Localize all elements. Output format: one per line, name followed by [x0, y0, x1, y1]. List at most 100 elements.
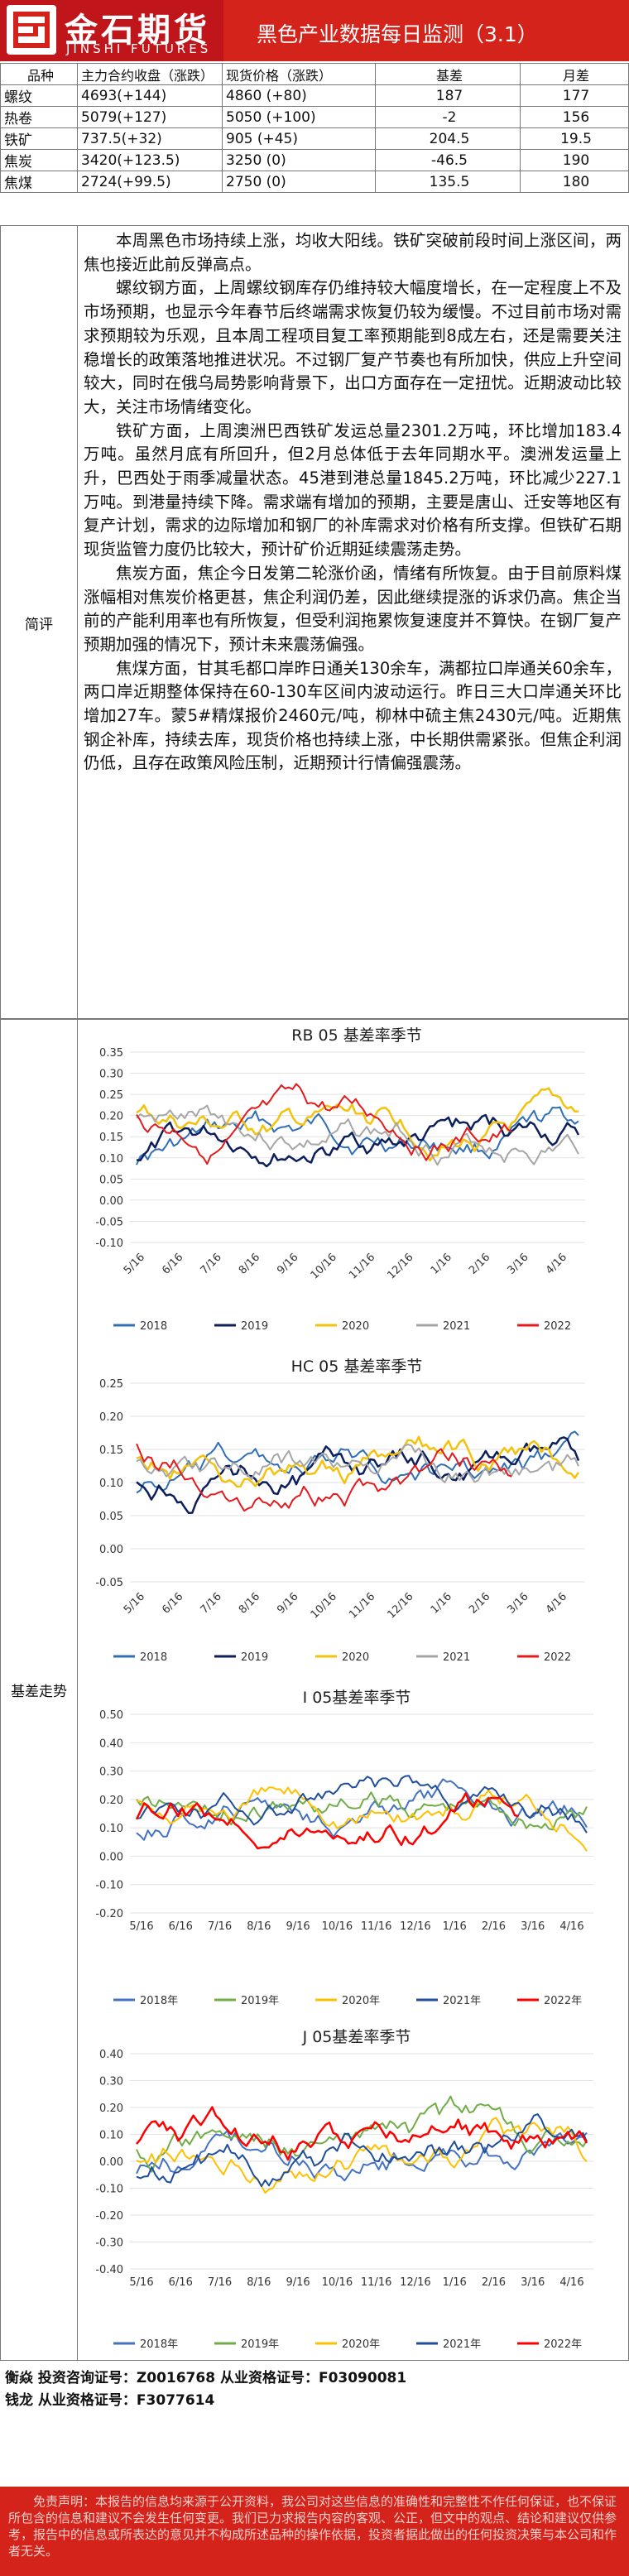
x-tick-label: 10/16 — [309, 1251, 339, 1281]
basis-cell: 135.5 — [375, 171, 521, 193]
x-tick-label: 12/16 — [386, 1590, 416, 1621]
logo: 金石期货 JINSHI FUTURES — [0, 0, 223, 61]
x-tick-label: 6/16 — [160, 1251, 185, 1276]
j-basis-chart: J 05基差率季节 0.40 0.30 0.20 0.10 0.00 -0.10 -0.20 -… — [84, 2021, 622, 2360]
x-tick-label: 5/16 — [122, 1251, 147, 1276]
y-tick-label: 0.05 — [99, 1511, 123, 1523]
x-tick-label: 9/16 — [275, 1590, 300, 1616]
y-tick-label: 0.30 — [99, 1766, 123, 1779]
commentary-paragraph: 焦炭方面，焦企今日发第二轮涨价函，情绪有所恢复。由于目前原料煤涨幅相对焦炭价格更… — [84, 563, 622, 654]
x-tick-label: 4/16 — [559, 1920, 583, 1933]
x-tick-label: 3/16 — [521, 2276, 545, 2289]
disclaimer: 免责声明：本报告的信息均来源于公开资料，我公司对这些信息的准确性和完整性不作任何… — [0, 2487, 629, 2576]
x-tick-label: 12/16 — [400, 2276, 430, 2289]
commentary-paragraph: 铁矿方面，上周澳洲巴西铁矿发运总量2301.2万吨，环比增加183.4万吨。虽然… — [84, 421, 622, 560]
x-tick-label: 7/16 — [199, 1590, 224, 1616]
legend-label: 2022 — [544, 1651, 571, 1664]
legend-label: 2022年 — [544, 2338, 582, 2351]
spread-cell: 180 — [520, 171, 629, 193]
x-tick-label: 10/16 — [322, 1920, 353, 1933]
x-tick-label: 1/16 — [443, 2276, 467, 2289]
legend-label: 2018年 — [140, 2338, 178, 2351]
x-tick-label: 2/16 — [467, 1590, 492, 1616]
x-tick-label: 8/16 — [237, 1590, 262, 1616]
x-tick-label: 3/16 — [505, 1590, 531, 1616]
y-tick-label: 0.20 — [99, 1411, 123, 1424]
series-line — [136, 2117, 588, 2194]
x-tick-label: 9/16 — [286, 1920, 310, 1933]
header-cell: 月差 — [520, 63, 629, 85]
y-tick-label: -0.05 — [95, 1577, 123, 1589]
header-cell: 品种 — [0, 63, 78, 85]
y-tick-label: 0.00 — [99, 1195, 123, 1208]
legend-label: 2021年 — [443, 1995, 481, 2007]
futures-cell: 4693(+144) — [77, 84, 223, 107]
variety-cell: 焦炭 — [0, 149, 78, 171]
variety-cell: 铁矿 — [0, 127, 78, 150]
spread-cell: 177 — [520, 84, 629, 107]
legend-label: 2019年 — [241, 2338, 279, 2351]
hc-basis-svg: HC 05 基差率季节 0.25 0.20 0.15 0.10 0.05 0.00 -0.05… — [95, 1358, 585, 1664]
x-tick-label: 12/16 — [400, 1920, 430, 1933]
x-tick-label: 5/16 — [129, 2276, 153, 2289]
x-tick-label: 9/16 — [275, 1251, 300, 1276]
spot-cell: 905 (+45) — [222, 127, 376, 150]
series-line — [136, 1113, 580, 1168]
x-tick-label: 11/16 — [361, 1920, 391, 1933]
basis-cell: 204.5 — [375, 127, 521, 150]
spread-cell: 156 — [520, 106, 629, 128]
futures-cell: 2724(+99.5) — [77, 171, 223, 193]
x-tick-label: 11/16 — [347, 1590, 377, 1621]
x-tick-label: 8/16 — [247, 1920, 271, 1933]
y-tick-label: -0.30 — [95, 2237, 123, 2250]
x-tick-label: 1/16 — [443, 1920, 467, 1933]
commentary-label: 简评 — [1, 226, 78, 1019]
y-tick-label: 0.10 — [99, 1153, 123, 1165]
commentary-paragraph: 螺纹钢方面，上周螺纹钢库存仍维持较大幅度增长，在一定程度上不及市场预期，也显示今… — [84, 278, 622, 416]
y-tick-label: -0.20 — [95, 1908, 123, 1920]
x-tick-label: 4/16 — [559, 2276, 583, 2289]
x-tick-label: 1/16 — [429, 1590, 454, 1616]
chart-title: HC 05 基差率季节 — [291, 1358, 423, 1376]
header-cell: 基差 — [375, 63, 521, 85]
basis-cell: 187 — [375, 84, 521, 107]
chart-title: I 05基差率季节 — [303, 1689, 411, 1707]
legend-label: 2021年 — [443, 2338, 481, 2351]
table-row: 铁矿 737.5(+32) 905 (+45) 204.5 19.5 — [0, 127, 629, 150]
y-tick-label: 0.30 — [99, 1069, 123, 1081]
chart-title: J 05基差率季节 — [302, 2028, 411, 2046]
spot-cell: 3250 (0) — [222, 149, 376, 171]
header-cell: 主力合约收盘（涨跌） — [77, 63, 223, 85]
series-line — [136, 1775, 588, 1833]
basis-cell: -2 — [375, 106, 521, 128]
series-line — [136, 1791, 588, 1831]
chart-title: RB 05 基差率季节 — [291, 1026, 422, 1045]
series-line — [136, 1435, 580, 1487]
table-row: 热卷 5079(+127) 5050 (+100) -2 156 — [0, 106, 629, 128]
y-tick-label: 0.40 — [99, 2049, 123, 2061]
basis-section: 基差走势 RB 05 基差率季节 0.35 0.30 0.25 0.20 0.15 0.10… — [0, 1018, 629, 2361]
x-tick-label: 8/16 — [247, 2276, 271, 2289]
hc-basis-chart: HC 05 基差率季节 0.25 0.20 0.15 0.10 0.05 0.00 -0.05… — [84, 1350, 622, 1681]
series-line — [136, 1436, 580, 1514]
y-tick-label: -0.20 — [95, 2210, 123, 2223]
x-tick-label: 11/16 — [361, 2276, 391, 2289]
y-tick-label: 0.10 — [99, 1823, 123, 1835]
y-tick-label: 0.15 — [99, 1444, 123, 1457]
x-tick-label: 1/16 — [429, 1251, 454, 1276]
commentary-paragraph: 本周黑色市场持续上涨，均收大阳线。铁矿突破前段时间上涨区间，两焦也接近此前反弹高… — [84, 231, 622, 274]
futures-cell: 5079(+127) — [77, 106, 223, 128]
commentary-paragraph: 焦煤方面，甘其毛都口岸昨日通关130余车，满都拉口岸通关60余车，两口岸近期整体… — [84, 658, 622, 773]
series-line — [136, 1443, 512, 1512]
y-tick-label: 0.25 — [99, 1089, 123, 1102]
logo-text-en: JINSHI FUTURES — [66, 41, 212, 56]
legend-label: 2022 — [544, 1320, 571, 1333]
logo-emblem-icon — [7, 5, 56, 55]
price-table: 品种 主力合约收盘（涨跌） 现货价格（涨跌） 基差 月差 螺纹 4693(+14… — [0, 63, 629, 193]
series-line — [136, 2130, 588, 2182]
y-tick-label: 0.00 — [99, 1851, 123, 1863]
basis-cell: -46.5 — [375, 149, 521, 171]
x-tick-label: 8/16 — [237, 1251, 262, 1276]
x-tick-label: 12/16 — [386, 1251, 416, 1281]
series-line — [135, 1792, 519, 1850]
